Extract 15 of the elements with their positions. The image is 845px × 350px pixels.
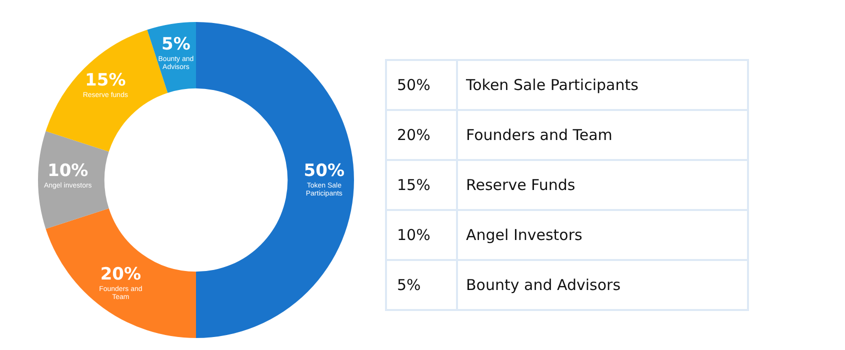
text: 10% — [386, 210, 457, 260]
text: 5% — [386, 260, 457, 310]
text: Bounty and Advisors — [457, 260, 748, 310]
data-label: 15% — [85, 70, 126, 90]
data-label: 20% — [100, 264, 142, 285]
text: Reserve Funds — [457, 160, 748, 210]
text: Token Sale Participants — [457, 60, 748, 110]
text: 15% — [386, 160, 457, 210]
text: Founders and Team — [457, 110, 748, 160]
data-label: 10% — [48, 160, 88, 181]
text: Angel Investors — [457, 210, 748, 260]
data-label: 50% — [304, 160, 344, 181]
text: 50% — [386, 60, 457, 110]
data-label: 5% — [162, 34, 190, 54]
text: 20% — [386, 110, 457, 160]
